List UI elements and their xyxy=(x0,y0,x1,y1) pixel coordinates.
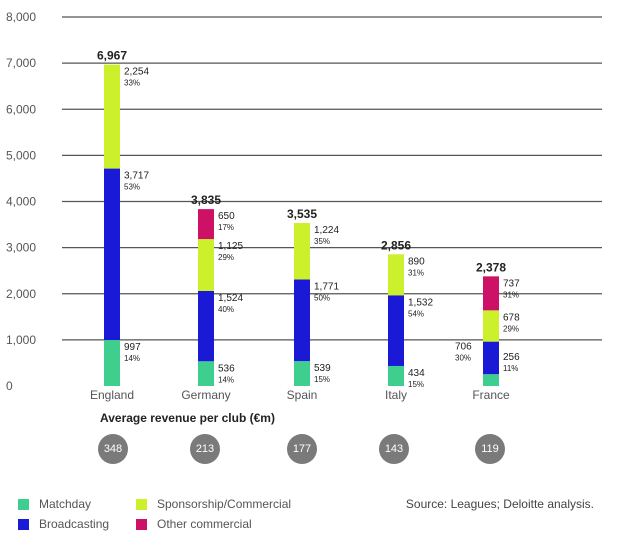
y-tick-label: 7,000 xyxy=(6,56,36,70)
segment-percent-label: 35% xyxy=(314,237,330,246)
bar-germany-broadcasting xyxy=(198,290,214,362)
segment-percent-label: 14% xyxy=(124,354,140,363)
avg-revenue-italy: 143 xyxy=(379,434,409,464)
segment-value-label: 997 xyxy=(124,342,141,353)
y-tick-label: 0 xyxy=(6,379,13,393)
avg-revenue-france: 119 xyxy=(475,434,505,464)
other-commercial-swatch xyxy=(136,518,147,530)
bar-spain-broadcasting xyxy=(294,279,310,362)
source-note: Source: Leagues; Deloitte analysis. xyxy=(405,497,594,511)
bar-france-other-commercial xyxy=(483,276,499,311)
y-tick-label: 3,000 xyxy=(6,241,36,255)
segment-value-label: 536 xyxy=(218,363,235,374)
segment-value-label: 1,125 xyxy=(218,241,243,252)
segment-value-label: 539 xyxy=(314,363,331,374)
bar-france-broadcasting xyxy=(483,341,499,375)
bar-england-matchday xyxy=(104,340,120,386)
segment-percent-label: 31% xyxy=(408,268,424,277)
segment-percent-label: 29% xyxy=(503,324,519,333)
segment-value-label: 737 xyxy=(503,278,520,289)
bar-total-label: 3,835 xyxy=(191,193,221,207)
avg-revenue-spain: 177 xyxy=(287,434,317,464)
segment-percent-label: 53% xyxy=(124,183,140,192)
bar-france-sponsorship-commercial xyxy=(483,310,499,342)
sponsorship-swatch xyxy=(136,498,147,510)
bar-england-sponsorship-commercial xyxy=(104,64,120,169)
bar-total-label: 6,967 xyxy=(97,49,127,63)
bar-total-label: 2,378 xyxy=(476,260,506,274)
segment-percent-label: 54% xyxy=(408,309,424,318)
segment-percent-label: 50% xyxy=(314,293,330,302)
bar-germany-sponsorship-commercial xyxy=(198,239,214,291)
broadcasting-swatch xyxy=(18,518,29,530)
segment-value-label: 650 xyxy=(218,211,235,222)
segment-value-label: 3,717 xyxy=(124,171,149,182)
avg-revenue-england: 348 xyxy=(98,434,128,464)
segment-value-label: 890 xyxy=(408,256,425,267)
y-tick-label: 6,000 xyxy=(6,102,36,116)
y-tick-label: 8,000 xyxy=(6,10,36,24)
segment-percent-label: 15% xyxy=(408,380,424,389)
bar-france-matchday xyxy=(483,374,499,386)
revenue-chart: 0 1,000 2,000 3,000 4,000 5,000 6,000 7,000 8,00… xyxy=(6,10,602,402)
bar-germany-other-commercial xyxy=(198,209,214,240)
bar-germany-matchday xyxy=(198,361,214,386)
avg-revenue-germany: 213 xyxy=(190,434,220,464)
y-tick-label: 4,000 xyxy=(6,195,36,209)
bar-total-label: 3,535 xyxy=(287,207,317,221)
legend-broadcasting-label: Broadcasting xyxy=(39,517,110,531)
segment-percent-label: 11% xyxy=(503,364,518,373)
legend-other-commercial-label: Other commercial xyxy=(157,517,252,531)
bar-italy-broadcasting xyxy=(388,295,404,366)
x-category-label: France xyxy=(472,388,510,402)
x-category-label: Spain xyxy=(287,388,318,402)
y-tick-label: 5,000 xyxy=(6,148,36,162)
segment-value-label: 434 xyxy=(408,368,425,379)
segment-percent-label: 30% xyxy=(455,354,471,363)
avg-revenue-title: Average revenue per club (€m) xyxy=(100,411,275,425)
legend-broadcasting: Broadcasting xyxy=(18,517,109,531)
segment-percent-label: 31% xyxy=(503,290,519,299)
legend-other-commercial: Other commercial xyxy=(136,517,252,531)
bar-italy-sponsorship-commercial xyxy=(388,254,404,296)
x-category-label: Germany xyxy=(181,388,230,402)
segment-percent-label: 15% xyxy=(314,375,330,384)
bar-italy-matchday xyxy=(388,365,404,386)
legend-sponsorship-label: Sponsorship/Commercial xyxy=(157,497,292,511)
segment-value-label: 2,254 xyxy=(124,67,149,78)
segment-value-label: 706 xyxy=(455,342,472,353)
segment-percent-label: 33% xyxy=(124,79,140,88)
segment-value-label: 678 xyxy=(503,312,520,323)
legend-matchday-label: Matchday xyxy=(39,497,92,511)
bar-spain-matchday xyxy=(294,361,310,386)
legend-matchday: Matchday xyxy=(18,497,91,511)
legend-sponsorship: Sponsorship/Commercial xyxy=(136,497,291,511)
bar-total-label: 2,856 xyxy=(381,238,411,252)
y-tick-label: 2,000 xyxy=(6,287,36,301)
segment-value-label: 1,532 xyxy=(408,297,433,308)
segment-percent-label: 40% xyxy=(218,305,234,314)
segment-value-label: 1,224 xyxy=(314,225,339,236)
segment-percent-label: 14% xyxy=(218,375,234,384)
bar-england-broadcasting xyxy=(104,168,120,341)
bar-spain-sponsorship-commercial xyxy=(294,222,310,280)
segment-percent-label: 29% xyxy=(218,253,234,262)
segment-value-label: 1,771 xyxy=(314,281,339,292)
x-category-label: England xyxy=(90,388,134,402)
segment-percent-label: 17% xyxy=(218,223,234,232)
x-category-label: Italy xyxy=(385,388,407,402)
y-tick-label: 1,000 xyxy=(6,333,36,347)
segment-value-label: 256 xyxy=(503,352,520,363)
matchday-swatch xyxy=(18,498,29,510)
segment-value-label: 1,524 xyxy=(218,293,243,304)
